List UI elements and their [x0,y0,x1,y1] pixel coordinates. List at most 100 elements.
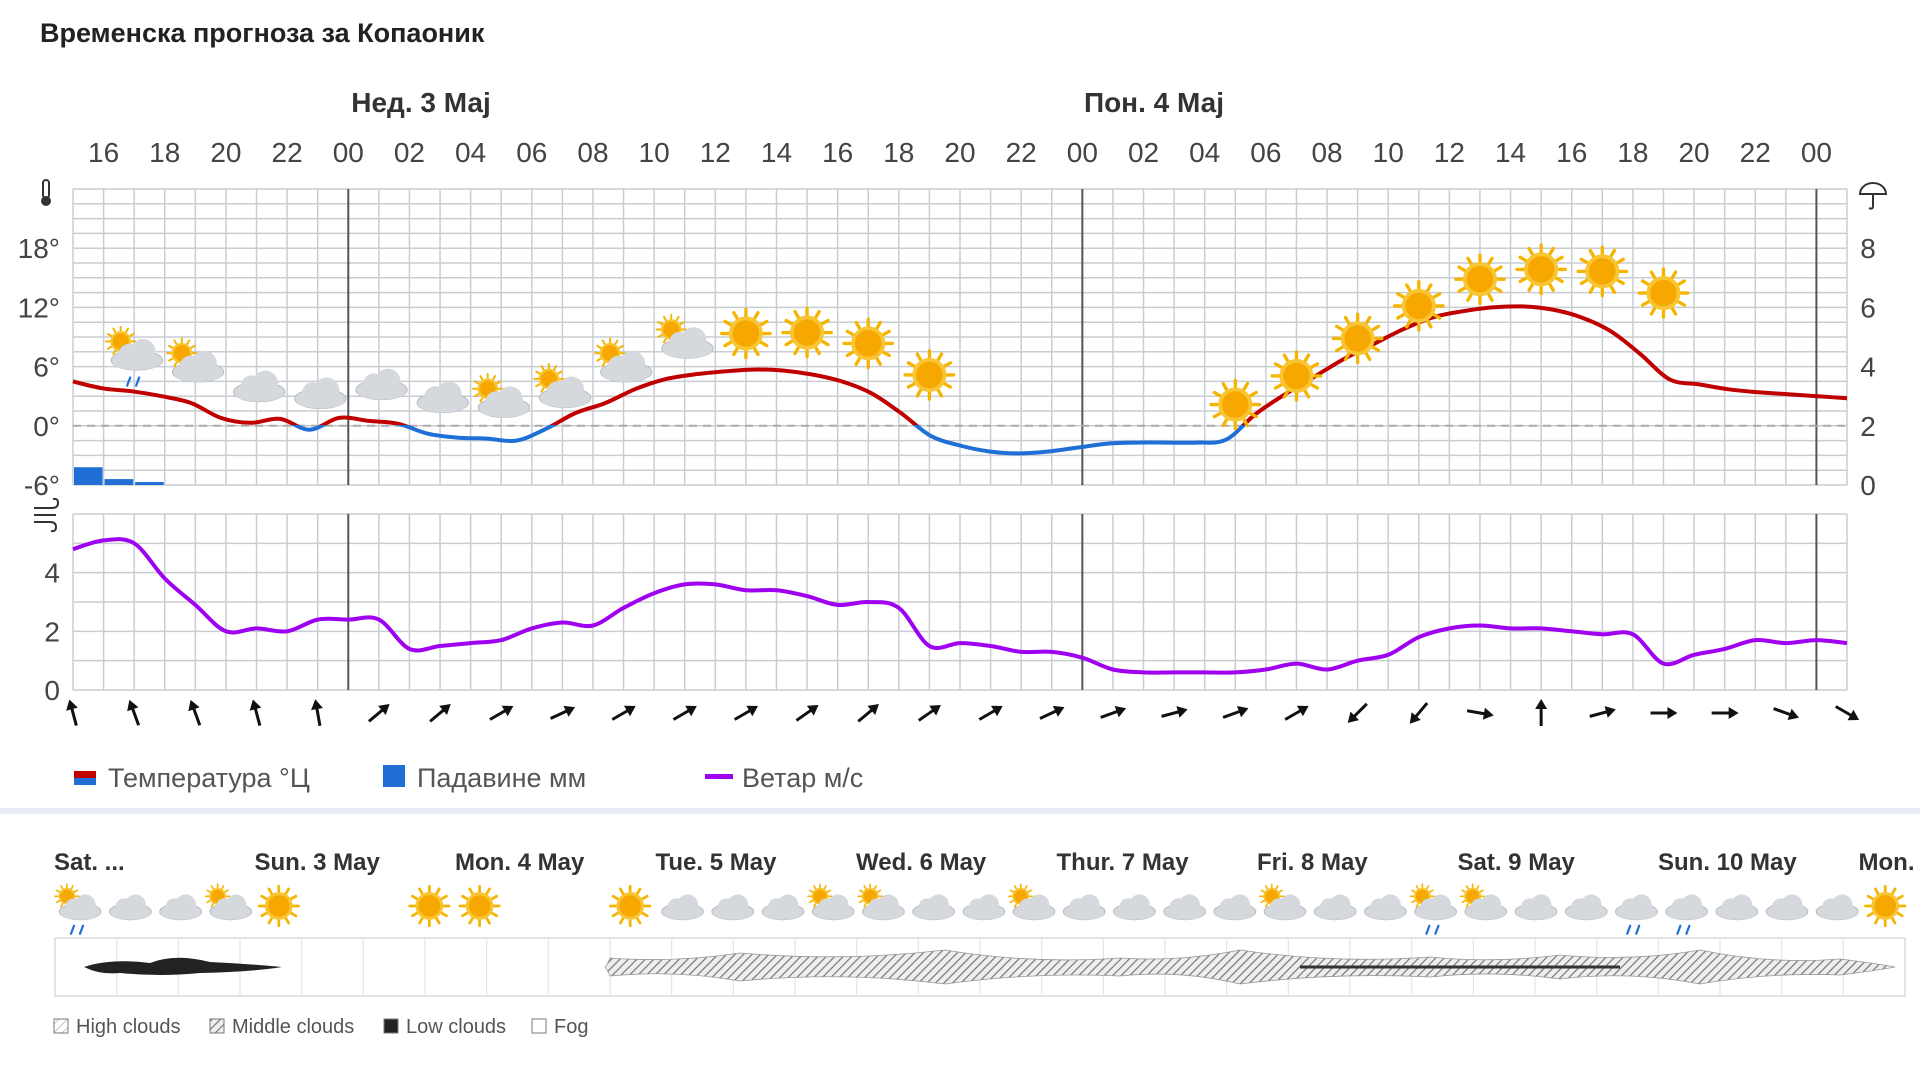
arrow-head [247,698,261,711]
umbrella-icon [1860,183,1886,209]
wind-arrow [548,702,578,724]
sun-ray [470,889,473,894]
moon-icon [521,893,534,919]
cloud-rain-icon [1616,894,1658,933]
sun-ray [1897,913,1902,916]
day-label: Нед. 3 Мај [351,87,491,118]
wind-arrow [1099,703,1128,724]
hour-label: 18 [1617,137,1648,168]
rain-drop [1686,926,1689,934]
cloud-legend-swatch [384,1019,398,1033]
section-divider [0,808,1920,814]
hour-label: 02 [394,137,425,168]
sun-icon [259,886,298,925]
meteogram-day-label: Tue. 5 May [656,849,778,876]
sun-ray [61,886,63,889]
arrow-head [1788,709,1802,724]
hour-label: 22 [1740,137,1771,168]
wind-arrow [1221,703,1250,724]
wind-arrow [1282,701,1311,725]
hour-label: 22 [272,137,303,168]
wind-arrow [1833,701,1862,725]
sun-ray [436,918,439,923]
cloud-icon [1716,894,1758,919]
sun-ray [442,896,447,899]
hour-label: 22 [1006,137,1037,168]
sun-cloud-icon [206,884,252,919]
sun-ray [57,901,60,903]
sun-ray [1025,886,1027,889]
sun-ray [1467,904,1469,907]
cloud-base [110,906,150,920]
sun-ray [1868,896,1873,899]
meteogram-day-label: Sat. ... [54,849,125,876]
sun-disc [731,318,761,348]
moon-shape [320,893,333,919]
sun-ray [207,901,210,903]
thermometer-icon [41,180,51,206]
sun-disc [1465,264,1495,294]
sun-ray [463,913,468,916]
cloud-base [112,353,161,370]
cloud-legend-label: Low clouds [406,1016,506,1038]
sun-ray [1412,890,1415,892]
cloud-icon [160,894,202,919]
umbrella-canopy [1860,183,1886,194]
arrow-head [1847,710,1862,725]
moon-cloud-icon [963,888,1005,919]
cloud-icon [913,894,955,919]
cloud-icon [963,894,1005,919]
sun-ray [225,890,228,892]
arrow-head [991,701,1006,716]
sun-icon [410,886,449,925]
legend-wind-swatch [705,774,733,779]
cloud-base [713,906,753,920]
cloud-base [296,392,345,409]
cloud-base [1767,906,1807,920]
sun-ray [637,889,640,894]
hour-label: 16 [88,137,119,168]
arrow-head [746,701,761,716]
sun-ray [637,918,640,923]
meteogram-day-label: Mon. 4 May [455,849,585,876]
cloud-icon [1214,894,1256,919]
rain-drop [1435,926,1438,934]
sun-disc [1873,894,1898,919]
hour-label: 14 [1495,137,1526,168]
precip-axis-label: 8 [1860,233,1876,264]
cloud-base [357,383,406,400]
cloud-icon [1616,894,1658,919]
cloud-icon [762,894,804,919]
sun-ray [1416,904,1418,907]
rain-drop [80,926,83,934]
hour-label: 00 [1067,137,1098,168]
sun-ray [1892,889,1895,894]
cloud-base [602,365,651,382]
cloud-icon [1816,894,1858,919]
cloud-base [863,906,903,920]
wind-arrow [915,700,944,725]
cloud-base [161,906,201,920]
moon-cloud-icon [109,888,151,919]
cloud-base [60,906,100,920]
sun-disc [1648,278,1678,308]
sun-ray [1427,886,1429,889]
sun-ray [814,904,816,907]
sun-cloud-icon [808,884,854,919]
sun-ray [613,913,618,916]
temp-axis-label: -6° [24,470,60,501]
sun-ray [212,904,214,907]
cloud-icon [662,894,704,919]
sun-ray [420,889,423,894]
sun-ray [1416,886,1418,889]
cloud-base [1265,906,1305,920]
cloud-icon [1515,894,1557,919]
precip-bar [105,479,134,485]
sun-icon [410,886,449,925]
cloud-legend-label: High clouds [76,1016,181,1038]
legend-precip-swatch [383,765,405,787]
arrow-head [1053,702,1067,717]
moon-icon [371,893,384,919]
hour-label: 04 [1189,137,1220,168]
